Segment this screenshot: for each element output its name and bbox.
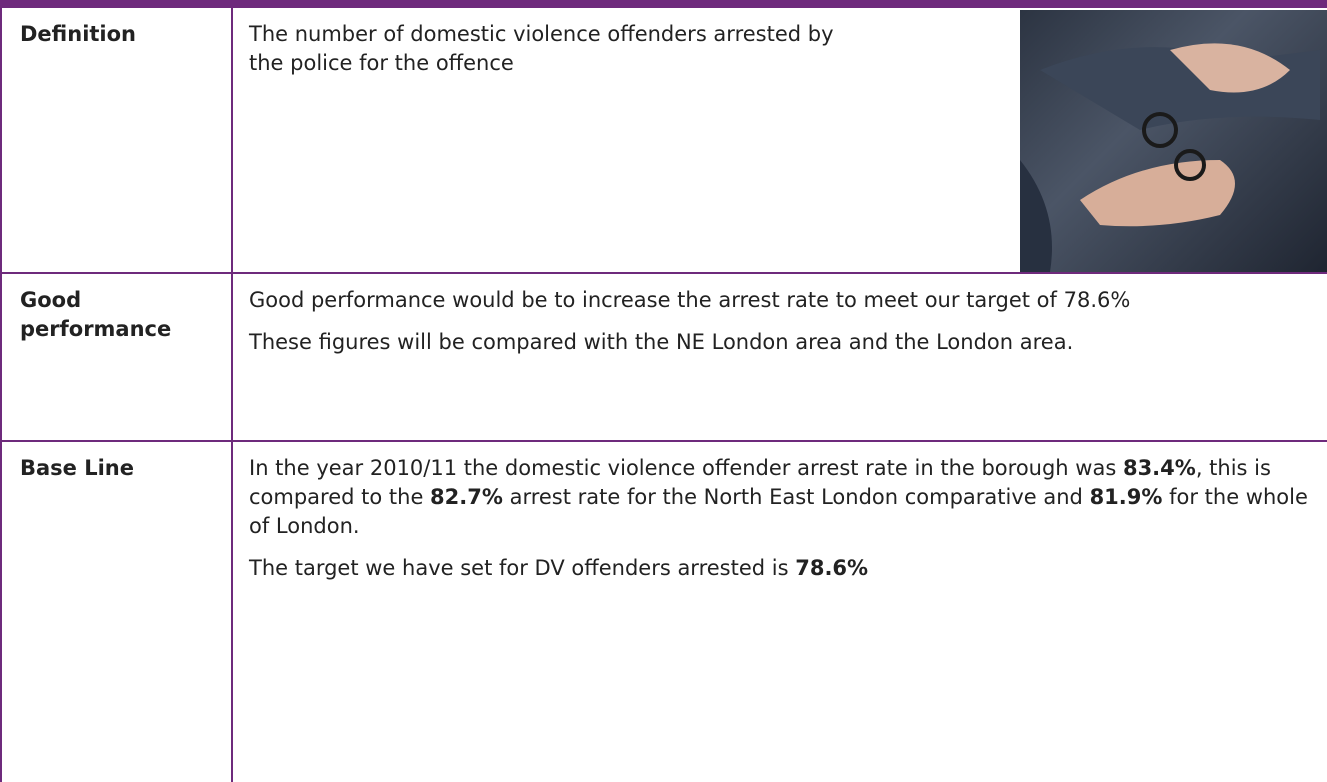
page: Definition The number of domestic violenc…: [0, 0, 1327, 776]
text: arrest rate for the North East London co…: [503, 485, 1090, 509]
bold-text: 83.4%: [1123, 456, 1196, 480]
table-row: Base Line In the year 2010/11 the domesti…: [0, 442, 1327, 782]
text: The target we have set for DV offenders …: [249, 556, 795, 580]
text: These figures will be compared with the …: [249, 330, 1073, 354]
table-row: Good performance Good performance would b…: [0, 274, 1327, 442]
photo-art: [1020, 10, 1327, 272]
bold-text: 82.7%: [430, 485, 503, 509]
hand-shape: [1080, 160, 1235, 226]
paragraph: The target we have set for DV offenders …: [249, 554, 1317, 583]
paragraph: The number of domestic violence offender…: [249, 20, 869, 78]
text: In the year 2010/11 the domestic violenc…: [249, 456, 1123, 480]
row-content: Good performance would be to increase th…: [235, 274, 1327, 440]
row-label: Good performance: [2, 274, 233, 440]
paragraph: In the year 2010/11 the domestic violenc…: [249, 454, 1317, 541]
text: Good performance would be to increase th…: [249, 288, 1130, 312]
row-label: Definition: [2, 8, 233, 272]
bold-text: 81.9%: [1090, 485, 1163, 509]
photo: [1020, 10, 1327, 272]
top-bar: [0, 0, 1327, 8]
paragraph: These figures will be compared with the …: [249, 328, 1317, 357]
paragraph: Good performance would be to increase th…: [249, 286, 1317, 315]
sleeve-shape: [1020, 160, 1052, 272]
text: The number of domestic violence offender…: [249, 22, 834, 75]
row-label: Base Line: [2, 442, 233, 782]
bold-text: 78.6%: [795, 556, 868, 580]
row-content: In the year 2010/11 the domestic violenc…: [235, 442, 1327, 782]
